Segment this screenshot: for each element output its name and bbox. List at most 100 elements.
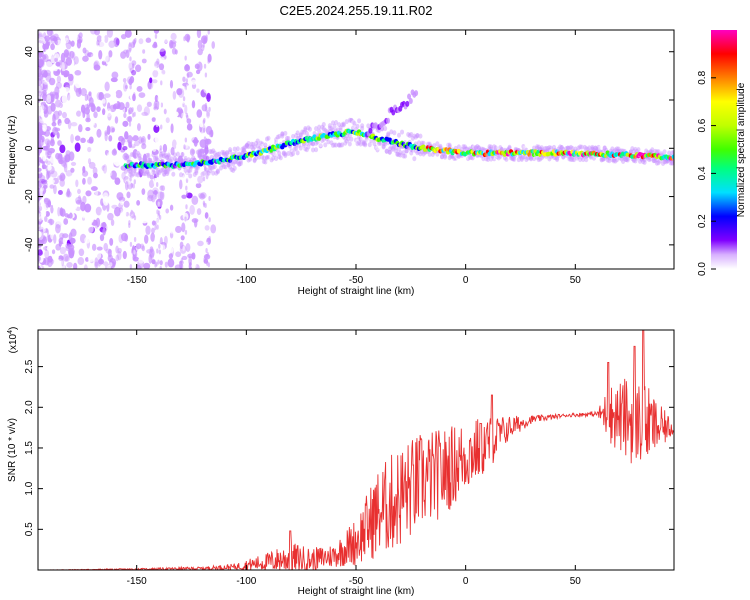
heatmap-cell (357, 118, 362, 124)
heatmap-cell (561, 154, 566, 160)
heatmap-cell (208, 236, 211, 242)
heatmap-cell (38, 90, 42, 97)
heatmap-cell (252, 144, 257, 150)
heatmap-cell (152, 144, 157, 152)
heatmap-cell (146, 173, 151, 179)
heatmap-cell (156, 248, 159, 254)
heatmap-cell (195, 182, 202, 189)
heatmap-cell (315, 139, 320, 145)
heatmap-cell (435, 141, 440, 147)
heatmap-cell (301, 142, 306, 148)
heatmap-cell (614, 146, 619, 152)
heatmap-cell (163, 169, 168, 175)
heatmap-cell (196, 88, 200, 93)
heatmap-cell (613, 147, 618, 153)
heatmap-cell (110, 91, 117, 98)
heatmap-cell (208, 130, 213, 138)
heatmap-cell (119, 124, 123, 131)
heatmap-cell (203, 153, 207, 161)
heatmap-cell (395, 151, 400, 157)
heatmap-cell (229, 159, 234, 165)
heatmap-cell (202, 170, 207, 176)
heatmap-cell (210, 224, 217, 234)
colorbar-tick-label: 0.2 (697, 214, 708, 228)
heatmap-cell (141, 58, 147, 64)
heatmap-cell (401, 150, 406, 156)
heatmap-cell (366, 123, 371, 129)
heatmap-cell (182, 245, 185, 251)
heatmap-cell (231, 161, 236, 167)
snr-y-axis-label: SNR (10 * v/v) (7, 418, 18, 482)
heatmap-cell (284, 135, 289, 141)
heatmap-cell (456, 154, 461, 160)
heatmap-cell (76, 156, 82, 162)
heatmap-cell (131, 131, 135, 137)
heatmap-cell (163, 152, 168, 158)
heatmap-cell (142, 49, 146, 54)
heatmap-cell (190, 79, 197, 85)
heatmap-cell (63, 155, 68, 164)
heatmap-cell (364, 136, 369, 142)
heatmap-cell (101, 221, 107, 228)
heatmap-cell (459, 146, 464, 152)
heatmap-cell (329, 140, 334, 146)
heatmap-cell (524, 144, 529, 150)
heatmap-cell (115, 89, 123, 99)
heatmap-cell (232, 165, 237, 171)
heatmap-cell (208, 195, 211, 201)
heatmap-cell (633, 146, 638, 152)
heatmap-cell (141, 143, 147, 150)
heatmap-cell (42, 164, 47, 170)
heatmap-cell (38, 78, 43, 87)
heatmap-cell (344, 138, 349, 144)
heatmap-cell (659, 151, 664, 157)
heatmap-cell (578, 144, 583, 150)
heatmap-cell (39, 187, 43, 197)
heatmap-cell (409, 131, 414, 137)
heatmap-cell (114, 206, 121, 217)
heatmap-cell (181, 151, 184, 157)
colorbar-gradient (711, 30, 737, 269)
heatmap-cell (171, 175, 176, 186)
heatmap-cell (59, 144, 66, 154)
heatmap-cell (98, 50, 103, 60)
heatmap-cell (232, 146, 237, 152)
heatmap-cell (241, 145, 246, 151)
heatmap-cell (207, 58, 210, 64)
heatmap-cell (162, 143, 168, 153)
heatmap-cell (416, 149, 421, 155)
heatmap-cell (118, 102, 125, 111)
heatmap-cell (334, 142, 339, 148)
heatmap-cell (412, 156, 417, 162)
heatmap-cell (55, 223, 61, 234)
heatmap-cell (172, 156, 177, 162)
heatmap-cell (241, 148, 246, 154)
heatmap-cell (404, 148, 409, 154)
heatmap-cell (50, 43, 55, 51)
heatmap-cell (163, 108, 167, 115)
heatmap-cell (670, 160, 674, 166)
heatmap-cell (307, 126, 312, 132)
heatmap-cell (82, 68, 87, 74)
heatmap-cell (321, 136, 326, 142)
heatmap-cell (318, 143, 323, 149)
heatmap-cell (113, 158, 121, 167)
heatmap-cell (401, 153, 406, 159)
heatmap-cell (519, 155, 524, 161)
heatmap-cell (443, 153, 448, 159)
heatmap-cell (138, 92, 146, 99)
heatmap-cell (144, 234, 149, 244)
heatmap-cell (164, 168, 170, 177)
heatmap-cell (326, 139, 331, 145)
heatmap-cell (231, 167, 236, 173)
heatmap-cell (117, 61, 123, 69)
heatmap-cell (55, 81, 62, 89)
heatmap-cell (149, 174, 154, 180)
heatmap-cell (280, 131, 285, 137)
heatmap-cell (128, 168, 133, 174)
heatmap-cell (203, 257, 206, 263)
heatmap-cell (152, 187, 159, 195)
heatmap-cell (153, 124, 160, 134)
heatmap-cell (611, 148, 616, 154)
heatmap-cell (96, 246, 103, 251)
